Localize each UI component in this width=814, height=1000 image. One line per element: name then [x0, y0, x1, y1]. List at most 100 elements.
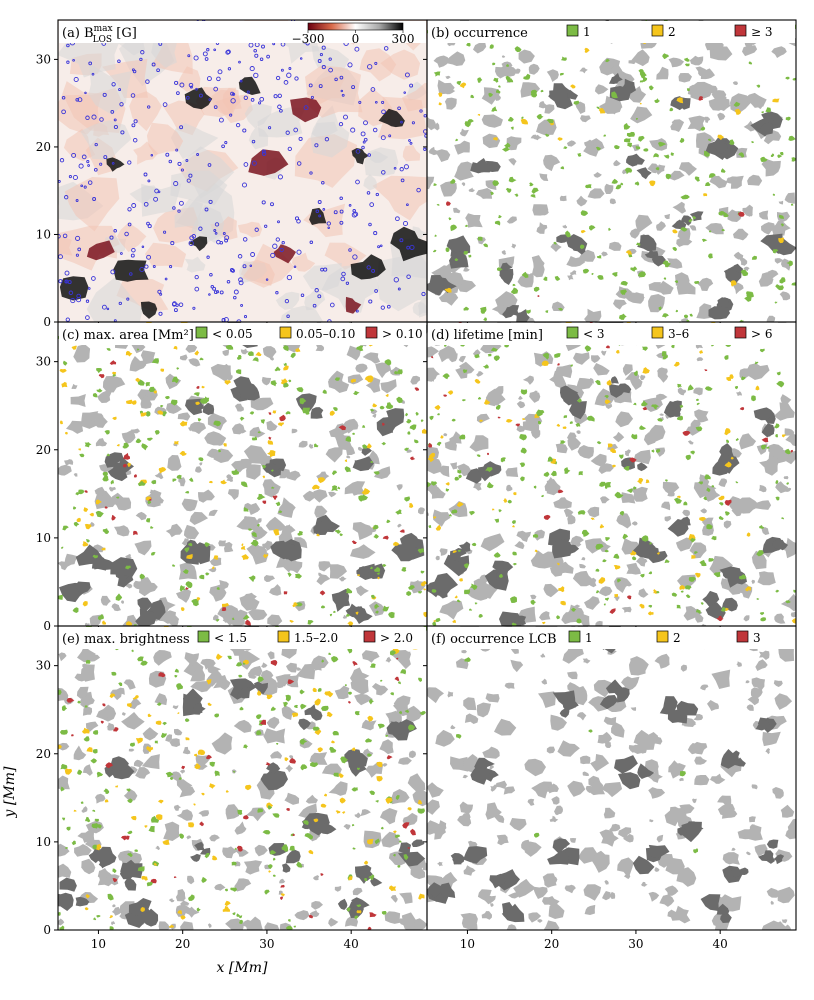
bright-region — [163, 821, 180, 841]
event-patch — [672, 229, 678, 234]
bright-region — [176, 407, 182, 412]
event-contour — [372, 127, 378, 133]
event-patch — [738, 211, 745, 217]
event-contour — [208, 98, 212, 101]
bright-region — [444, 441, 457, 451]
event-patch — [556, 615, 560, 620]
bright-region — [630, 106, 653, 124]
event-contour — [214, 222, 220, 227]
bright-region — [224, 541, 234, 553]
event-patch — [377, 576, 380, 580]
bright-region — [587, 506, 600, 518]
bright-region — [655, 393, 668, 401]
legend-swatch — [279, 326, 292, 339]
event-contour — [265, 278, 269, 281]
dark-region — [611, 376, 619, 384]
bright-region — [211, 732, 233, 755]
bright-region — [615, 411, 634, 428]
bright-region — [594, 850, 607, 861]
bright-region — [481, 911, 492, 920]
legend-item: < 0.05 — [195, 326, 253, 341]
bright-region — [759, 210, 769, 220]
bright-region — [511, 243, 517, 249]
event-contour — [333, 210, 338, 215]
bright-region — [694, 756, 708, 765]
event-patch — [348, 691, 352, 695]
bright-region — [208, 668, 223, 684]
bright-region — [521, 839, 531, 851]
bright-region — [338, 576, 347, 582]
event-patch — [605, 482, 611, 488]
event-patch — [639, 425, 647, 430]
dark-region — [608, 72, 623, 84]
event-patch — [520, 118, 528, 125]
event-contour — [374, 289, 378, 293]
bright-region — [705, 223, 724, 235]
event-patch — [399, 529, 405, 533]
bright-region — [172, 705, 179, 710]
event-patch — [774, 423, 780, 429]
bright-region — [81, 806, 88, 813]
bright-region — [476, 413, 490, 424]
bright-region — [630, 656, 649, 672]
event-contour — [158, 311, 163, 316]
bright-region — [444, 87, 456, 95]
panel-a-plot — [58, 20, 427, 322]
bright-region — [209, 557, 222, 567]
event-patch — [83, 736, 90, 742]
event-patch — [433, 620, 437, 623]
event-patch — [395, 794, 400, 800]
legend-item: 0.05–0.10 — [279, 326, 355, 341]
event-contour — [340, 276, 346, 282]
dark-region — [280, 541, 301, 560]
bright-region — [550, 714, 567, 731]
event-patch — [262, 830, 271, 835]
dark-region — [648, 844, 670, 859]
event-patch — [389, 885, 397, 892]
bright-region — [570, 838, 577, 843]
bright-region — [155, 845, 160, 851]
colorbar-tick-label: 300 — [392, 32, 415, 46]
event-patch — [699, 559, 707, 567]
event-patch — [711, 535, 717, 541]
event-patch — [724, 355, 729, 360]
legend-swatch — [197, 630, 210, 643]
bright-region — [762, 731, 781, 747]
bright-region — [553, 497, 572, 509]
event-patch — [127, 798, 133, 804]
dark-region — [120, 862, 143, 879]
bright-region — [780, 804, 795, 818]
dark-region — [254, 681, 268, 695]
x-tick-label: 20 — [544, 937, 559, 951]
event-contour — [188, 82, 194, 88]
event-patch — [236, 355, 242, 360]
event-patch — [224, 380, 231, 385]
event-patch — [586, 415, 595, 422]
event-patch — [352, 847, 356, 850]
dark-region — [282, 863, 291, 873]
event-patch — [59, 925, 65, 930]
bright-region — [533, 886, 548, 899]
bright-region — [742, 45, 758, 57]
event-patch — [126, 788, 131, 792]
bright-region — [238, 650, 261, 670]
event-contour — [380, 305, 385, 310]
event-contour — [64, 279, 69, 284]
event-patch — [447, 390, 454, 395]
event-patch — [226, 344, 234, 350]
dark-region — [128, 898, 152, 916]
event-patch — [578, 471, 583, 476]
event-patch — [685, 594, 691, 599]
bright-region — [375, 362, 392, 379]
event-patch — [615, 350, 620, 354]
event-contour — [277, 93, 282, 98]
event-patch — [479, 614, 483, 617]
event-patch — [494, 220, 501, 226]
dark-region — [681, 821, 702, 843]
event-contour — [243, 162, 249, 167]
legend-item: < 1.5 — [197, 630, 247, 645]
event-patch — [283, 362, 287, 366]
event-patch — [680, 771, 686, 777]
event-patch — [778, 237, 785, 244]
x-tick-label: 10 — [91, 937, 106, 951]
